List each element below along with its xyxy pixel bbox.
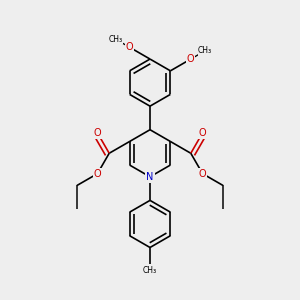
Text: O: O [199,169,206,179]
Text: O: O [94,128,101,138]
Text: CH₃: CH₃ [143,266,157,275]
Text: O: O [126,42,134,52]
Text: N: N [146,172,154,182]
Text: CH₃: CH₃ [108,34,122,43]
Text: CH₃: CH₃ [198,46,212,55]
Text: O: O [199,128,206,138]
Text: O: O [94,169,101,179]
Text: O: O [187,54,195,64]
